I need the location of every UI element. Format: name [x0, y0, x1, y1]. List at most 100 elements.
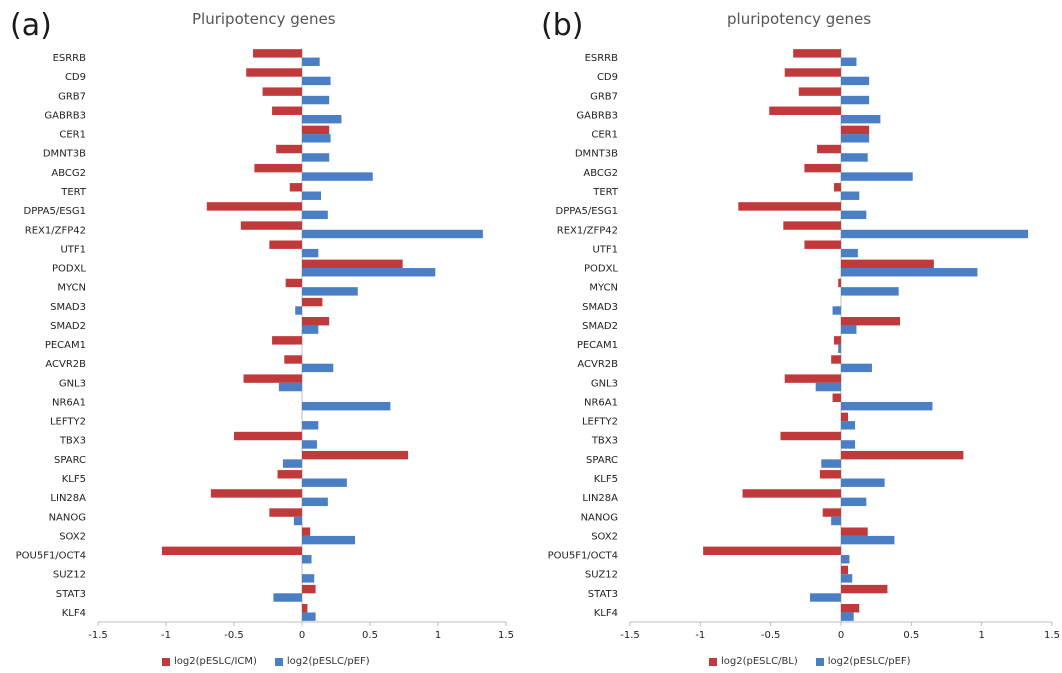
chart-title: pluripotency genes — [727, 10, 872, 28]
category-label: PODXL — [52, 264, 86, 275]
category-label: ACVR2B — [45, 359, 86, 370]
bar-blue — [841, 76, 870, 86]
bar-red — [161, 546, 302, 556]
bar-blue — [841, 535, 895, 545]
bar-red — [769, 106, 841, 115]
bar-blue — [302, 555, 312, 564]
bar-blue — [302, 210, 328, 220]
bar-blue — [810, 593, 841, 602]
bar-red — [841, 259, 934, 269]
bar-red — [302, 125, 330, 135]
bar-blue — [302, 134, 331, 143]
bar-red — [817, 144, 841, 154]
bar-red — [822, 508, 841, 517]
bar-blue — [841, 421, 856, 430]
bar-blue — [841, 401, 933, 411]
category-label: SOX2 — [59, 531, 86, 542]
bar-red — [302, 317, 330, 326]
x-tick-label: 1.5 — [1044, 630, 1060, 641]
bar-blue — [302, 574, 315, 583]
bar-blue — [838, 344, 841, 353]
category-label: TBX3 — [591, 436, 618, 447]
bar-red — [841, 527, 868, 536]
bar-red — [272, 106, 302, 115]
bar-blue — [841, 325, 857, 334]
category-label: POU5F1/OCT4 — [548, 551, 618, 562]
category-label: SMAD3 — [582, 302, 618, 313]
category-label: PECAM1 — [577, 340, 618, 351]
legend: log2(pESLC/ICM) log2(pESLC/pEF) — [162, 656, 370, 667]
x-tick-label: 1 — [435, 630, 441, 641]
legend-label: log2(pESLC/ICM) — [174, 656, 257, 667]
bar-red — [841, 584, 888, 594]
bar-red — [833, 183, 841, 192]
bar-blue — [302, 76, 331, 86]
bar-red — [302, 450, 409, 460]
bar-red — [841, 450, 964, 460]
legend-swatch-red — [709, 657, 717, 666]
bar-blue — [295, 306, 302, 315]
category-label: DPPA5/ESG1 — [556, 206, 618, 217]
category-label: ESRRB — [53, 53, 87, 64]
bar-red — [210, 489, 302, 498]
bar-red — [841, 565, 849, 575]
bar-blue — [302, 287, 358, 296]
x-tick-label: 0.5 — [362, 630, 378, 641]
category-label: LEFTY2 — [50, 417, 86, 428]
bar-blue — [841, 363, 872, 373]
bar-red — [269, 508, 302, 517]
bar-blue — [302, 325, 319, 334]
legend-label: log2(pESLC/pEF) — [827, 656, 911, 667]
bar-blue — [841, 172, 913, 181]
legend-swatch-red — [162, 657, 170, 666]
category-label: PODXL — [584, 264, 618, 275]
x-tick-label: 1 — [978, 630, 984, 641]
chart-panel-a: -1.5 -1 -0.5 0 0.5 1 1.5 ESRRB CD9 GRB7 GABRB3 CER1… — [10, 8, 514, 667]
category-label: UTF1 — [592, 244, 618, 255]
category-label: REX1/ZFP42 — [557, 225, 618, 236]
category-label: CD9 — [65, 72, 86, 83]
bar-red — [289, 183, 302, 192]
category-label: LIN28A — [582, 493, 618, 504]
bar-blue — [302, 268, 436, 277]
category-label: KLF5 — [594, 474, 618, 485]
bar-blue — [302, 478, 347, 487]
bar-red — [302, 604, 308, 613]
bar-red — [285, 278, 302, 288]
category-label: ABCG2 — [51, 168, 86, 179]
bar-blue — [841, 153, 868, 162]
bar-blue — [278, 382, 302, 392]
bar-red — [302, 297, 323, 307]
bar-blue — [841, 57, 857, 66]
bar-blue — [302, 421, 319, 430]
category-label: CER1 — [59, 130, 86, 141]
bar-red — [277, 470, 302, 479]
bar-blue — [841, 268, 978, 277]
legend-swatch-blue — [815, 657, 824, 666]
x-tick-label: 1.5 — [498, 630, 514, 641]
category-label: GNL3 — [591, 378, 618, 389]
bar-blue — [302, 440, 317, 449]
category-label: SPARC — [586, 455, 618, 466]
panel-label: (a) — [10, 8, 52, 43]
bar-blue — [302, 363, 334, 373]
legend-label: log2(pESLC/pEF) — [286, 656, 370, 667]
bar-red — [269, 240, 302, 249]
category-label: MYCN — [589, 283, 618, 294]
bar-blue — [841, 191, 860, 200]
bar-blue — [841, 248, 858, 258]
category-label: UTF1 — [60, 244, 86, 255]
bar-red — [838, 278, 841, 288]
x-tick-label: -1.5 — [88, 630, 108, 641]
bar-blue — [841, 478, 885, 487]
category-label: KLF4 — [62, 608, 86, 619]
bar-blue — [302, 95, 330, 105]
category-label: NANOG — [49, 512, 86, 523]
bar-blue — [841, 95, 870, 105]
bar-blue — [273, 593, 302, 602]
bar-red — [793, 49, 841, 58]
bar-blue — [302, 191, 322, 200]
bar-blue — [815, 382, 841, 392]
category-label: MYCN — [57, 283, 86, 294]
bar-chart-b: -1.5 -1 -0.5 0 0.5 1 1.5 ESRRB CD9 GRB7 GABRB3 CER1… — [548, 48, 1060, 641]
